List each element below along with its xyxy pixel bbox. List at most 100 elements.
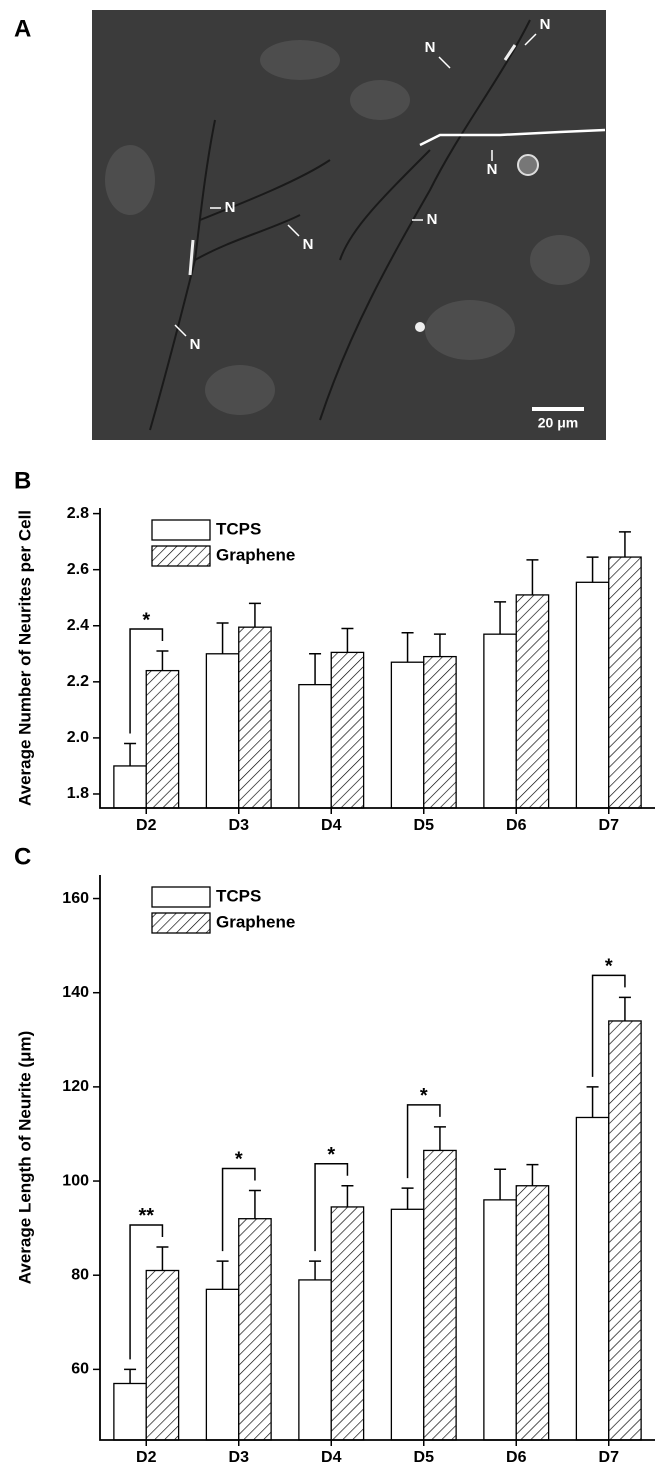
y-tick-label: 2.2 <box>67 673 89 690</box>
x-tick-label: D3 <box>229 1449 250 1466</box>
error-bar <box>401 1187 414 1210</box>
error-bar <box>341 627 354 653</box>
y-tick-label: 1.8 <box>67 785 89 802</box>
error-bar <box>309 653 322 685</box>
bar <box>298 1279 332 1441</box>
error-bar <box>124 1368 137 1384</box>
error-bar <box>216 622 229 654</box>
x-tick-label: D3 <box>229 817 250 834</box>
error-bar <box>433 633 446 657</box>
legend-swatch <box>151 912 211 934</box>
legend-swatch <box>151 886 211 908</box>
bar <box>515 594 550 809</box>
y-tick-label: 2.8 <box>67 505 89 522</box>
x-tick-label: D4 <box>321 1449 342 1466</box>
marker-label: N <box>190 336 201 353</box>
marker-label: N <box>427 211 438 228</box>
significance-label: * <box>142 609 150 631</box>
error-bar <box>526 559 539 595</box>
bar <box>113 765 147 809</box>
error-bar <box>586 556 599 583</box>
error-bar <box>341 1185 354 1207</box>
bar <box>515 1185 550 1441</box>
bar <box>145 669 180 809</box>
legend-label: TCPS <box>216 886 261 905</box>
bar <box>608 1020 642 1441</box>
bar <box>423 655 457 809</box>
bar <box>423 1149 457 1441</box>
y-tick-label: 2.6 <box>67 561 89 578</box>
x-tick-label: D2 <box>136 817 157 834</box>
legend-label: Graphene <box>216 912 295 931</box>
significance-bracket <box>129 1224 164 1360</box>
significance-label: ** <box>138 1205 154 1227</box>
error-bar <box>433 1126 446 1151</box>
marker-arrow <box>438 56 451 69</box>
bar <box>483 633 517 809</box>
y-tick-label: 120 <box>62 1078 89 1095</box>
significance-bracket <box>314 1163 349 1252</box>
panel-label: C <box>14 843 31 870</box>
error-bar <box>494 601 507 635</box>
error-bar <box>494 1168 507 1200</box>
error-bar <box>618 531 631 558</box>
bar <box>298 683 332 809</box>
scale-bar-label: 20 μm <box>538 415 578 431</box>
y-tick-label: 2.4 <box>67 617 89 634</box>
y-tick-label: 80 <box>71 1266 89 1283</box>
significance-bracket <box>221 1167 256 1252</box>
error-bar <box>401 632 414 663</box>
error-bar <box>248 602 261 628</box>
significance-label: * <box>235 1149 243 1171</box>
error-bar <box>309 1260 322 1280</box>
bar <box>390 1208 425 1441</box>
marker-label: N <box>540 16 551 33</box>
bar <box>330 1206 365 1441</box>
significance-bracket <box>591 974 626 1077</box>
marker-arrow <box>287 224 300 237</box>
bar <box>113 1382 147 1441</box>
bar <box>608 556 642 809</box>
bar <box>390 661 425 809</box>
x-tick-label: D5 <box>414 817 435 834</box>
bar <box>205 1288 240 1441</box>
legend-label: TCPS <box>216 519 261 538</box>
marker-label: N <box>303 236 314 253</box>
significance-label: * <box>605 956 613 978</box>
bar <box>483 1199 517 1441</box>
bar <box>205 653 240 809</box>
error-bar <box>124 742 137 766</box>
bar <box>575 1116 610 1441</box>
marker-arrow <box>174 324 187 337</box>
y-axis-label: Average Number of Neurites per Cell <box>15 510 34 806</box>
significance-bracket <box>406 1104 441 1179</box>
y-tick-label: 60 <box>71 1361 89 1378</box>
bar <box>575 581 610 809</box>
y-tick-label: 140 <box>62 984 89 1001</box>
bar <box>238 1218 272 1441</box>
legend-label: Graphene <box>216 545 295 564</box>
marker-label: N <box>425 39 436 56</box>
x-tick-label: D2 <box>136 1449 157 1466</box>
error-bar <box>216 1260 229 1290</box>
legend-swatch <box>151 545 211 567</box>
marker-label: N <box>225 199 236 216</box>
y-tick-label: 160 <box>62 890 89 907</box>
error-bar <box>156 650 169 671</box>
marker-label: N <box>487 161 498 178</box>
x-tick-label: D6 <box>506 1449 527 1466</box>
bar <box>238 626 272 809</box>
panel-label: A <box>14 15 31 42</box>
micrograph: 20 μm <box>92 10 606 440</box>
legend-swatch <box>151 519 211 541</box>
x-tick-label: D7 <box>599 1449 620 1466</box>
x-tick-label: D6 <box>506 817 527 834</box>
significance-bracket <box>129 628 164 734</box>
y-axis-label: Average Length of Neurite (μm) <box>15 1031 34 1284</box>
x-tick-label: D7 <box>599 817 620 834</box>
error-bar <box>248 1189 261 1219</box>
significance-label: * <box>327 1144 335 1166</box>
x-tick-label: D4 <box>321 817 342 834</box>
y-tick-label: 100 <box>62 1172 89 1189</box>
